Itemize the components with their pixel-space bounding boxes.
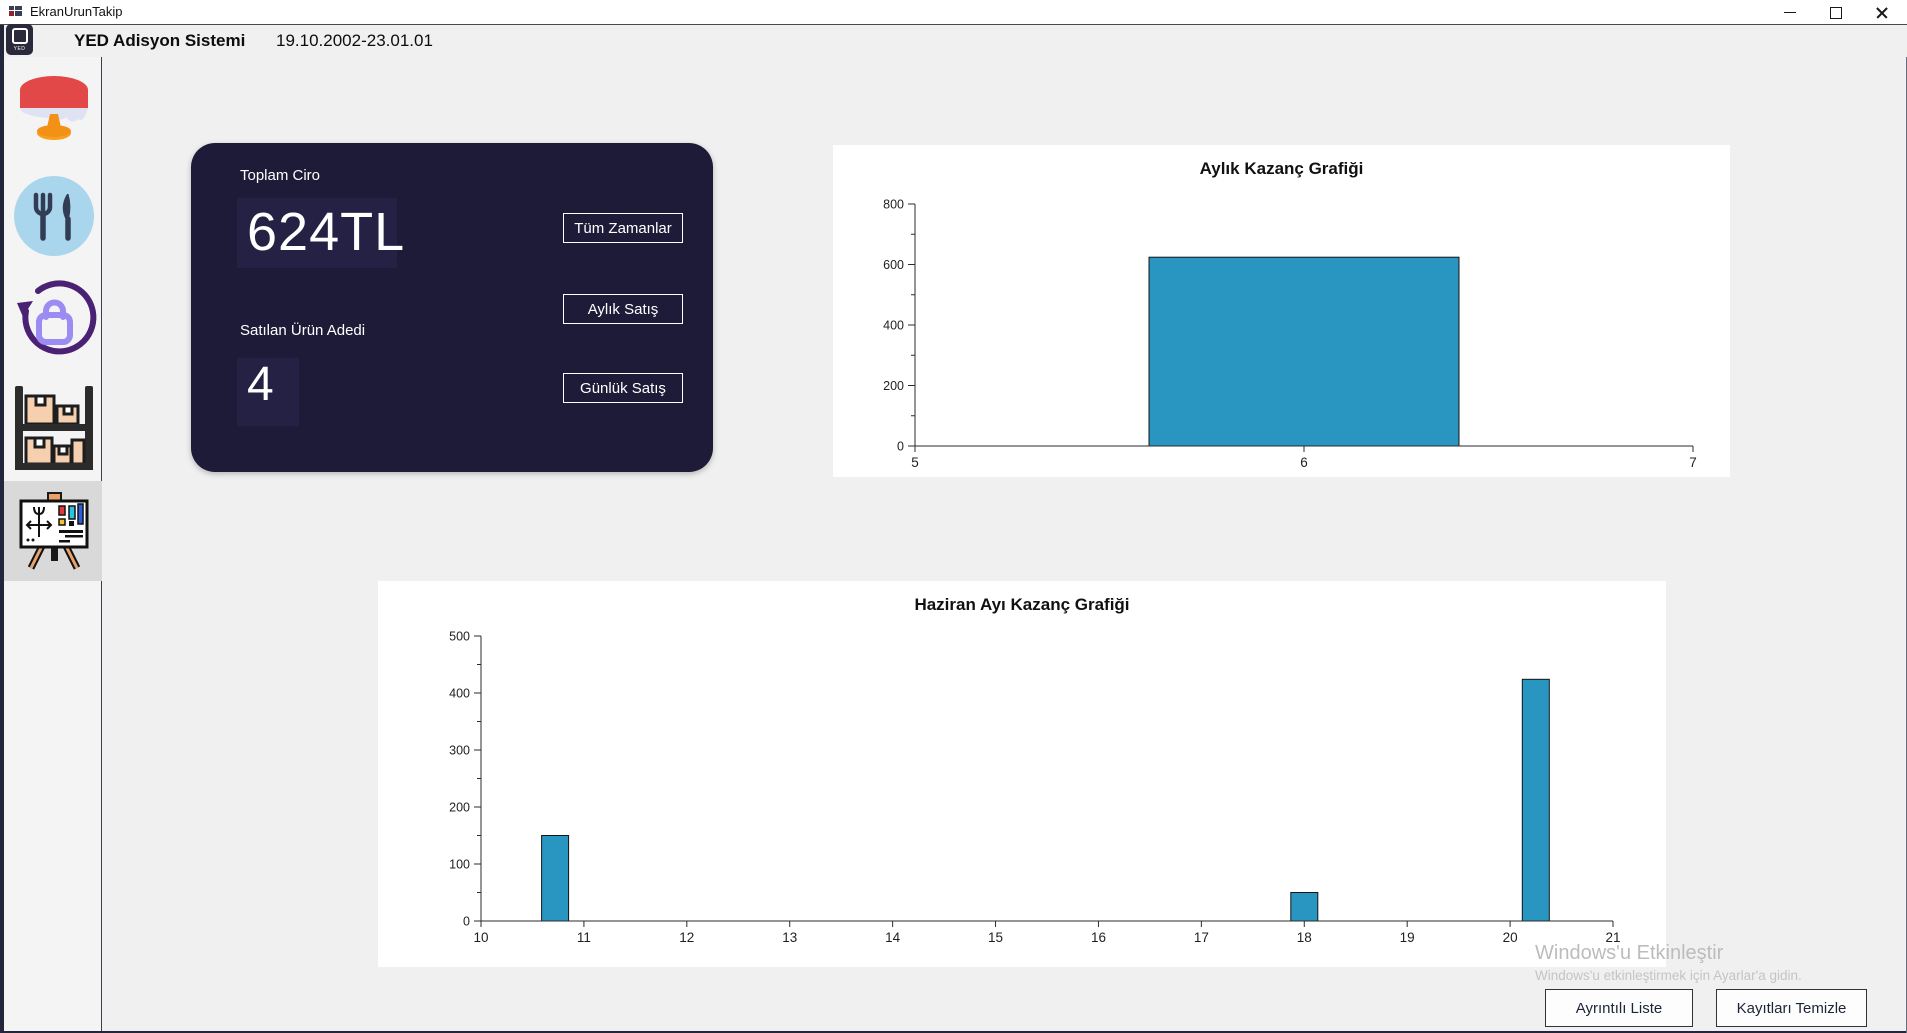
logo-text: YED [13,45,26,52]
stats-card: Toplam Ciro 624TL Satılan Ürün Adedi 4 T… [191,143,713,472]
header-date: 19.10.2002-23.01.01 [276,31,433,50]
windows-activation-watermark-line2: Windows'u etkinleştirmek için Ayarlar'a … [1535,968,1802,983]
close-icon [1876,7,1888,19]
clear-records-button[interactable]: Kayıtları Temizle [1716,989,1867,1027]
maximize-button[interactable] [1819,0,1853,25]
monthly-chart-panel: Aylık Kazanç Grafiği 0 200 400 600 800 5 6 7 [833,145,1730,477]
chart-board-icon[interactable] [18,492,90,570]
total-value-backplate [237,198,397,268]
x-tick-label: 10 [473,930,488,945]
total-ciro-label: Toplam Ciro [240,167,321,184]
sold-count-value: 4 [247,358,275,411]
x-tick-label: 11 [577,930,591,945]
monthly-chart-title: Aylık Kazanç Grafiği [1199,159,1364,178]
y-tick-label: 300 [449,744,470,758]
y-tick-label: 100 [449,858,470,872]
x-tick-label: 19 [1400,930,1415,945]
bar [1148,256,1460,447]
sidebar [4,57,102,1031]
y-tick-label: 200 [449,801,470,815]
june-chart-title: Haziran Ayı Kazanç Grafiği [914,595,1130,614]
x-tick-label: 21 [1605,930,1620,945]
x-tick-label: 20 [1503,930,1518,945]
count-value-backplate [237,358,299,426]
logo-square-icon [11,27,28,44]
window-title: EkranUrunTakip [30,4,123,19]
shelf-boxes-icon[interactable] [13,384,95,470]
close-button[interactable] [1865,0,1899,25]
window-bottom-border [0,1031,1907,1033]
x-tick-label: 5 [911,455,919,470]
y-tick-label: 0 [897,440,904,454]
x-tick-label: 6 [1300,455,1308,470]
y-tick-label: 400 [449,687,470,701]
x-tick-label: 7 [1689,455,1697,470]
daily-sales-button[interactable]: Günlük Satış [563,373,683,403]
x-tick-label: 13 [782,930,797,945]
y-tick-label: 400 [883,319,904,333]
cutlery-icon[interactable] [12,174,96,258]
minimize-button[interactable] [1773,0,1807,25]
bag-refresh-icon[interactable] [11,277,97,363]
monthly-sales-button[interactable]: Aylık Satış [563,294,683,324]
y-tick-label: 500 [449,630,470,644]
sold-count-label: Satılan Ürün Adedi [240,322,366,339]
header-bar: YED YED Adisyon Sistemi 19.10.2002-23.01… [4,24,1907,57]
page-title: YED Adisyon Sistemi [74,31,246,50]
chart-canvas: 0 100 200 300 400 500 10 11 12 13 14 15 16 17 18 19 20 21 [449,630,1620,946]
window-left-border [0,25,4,1033]
x-tick-label: 18 [1297,930,1312,945]
windows-activation-watermark-line1: Windows'u Etkinleştir [1535,942,1724,964]
bar [541,835,570,922]
y-tick-label: 200 [883,379,904,393]
all-times-button[interactable]: Tüm Zamanlar [563,213,683,243]
app-logo[interactable]: YED [6,24,33,55]
x-tick-label: 17 [1194,930,1209,945]
x-tick-label: 12 [679,930,694,945]
y-tick-label: 600 [883,258,904,272]
maximize-icon [1830,6,1842,19]
chart-canvas: 0 200 400 600 800 5 6 7 [883,198,1697,471]
x-tick-label: 15 [988,930,1003,945]
x-tick-label: 14 [885,930,901,945]
bar [1521,678,1550,922]
june-chart-panel: Haziran Ayı Kazanç Grafiği 0 100 200 300 400… [378,581,1666,967]
y-tick-label: 0 [463,915,470,929]
app-icon [9,6,22,16]
titlebar: EkranUrunTakip [0,0,1907,25]
y-tick-label: 800 [883,198,904,212]
total-ciro-value: 624TL [247,202,406,262]
table-icon[interactable] [14,68,94,144]
detailed-list-button[interactable]: Ayrıntılı Liste [1545,989,1693,1027]
x-tick-label: 16 [1091,930,1106,945]
bar [1290,892,1319,922]
minimize-icon [1784,12,1796,13]
